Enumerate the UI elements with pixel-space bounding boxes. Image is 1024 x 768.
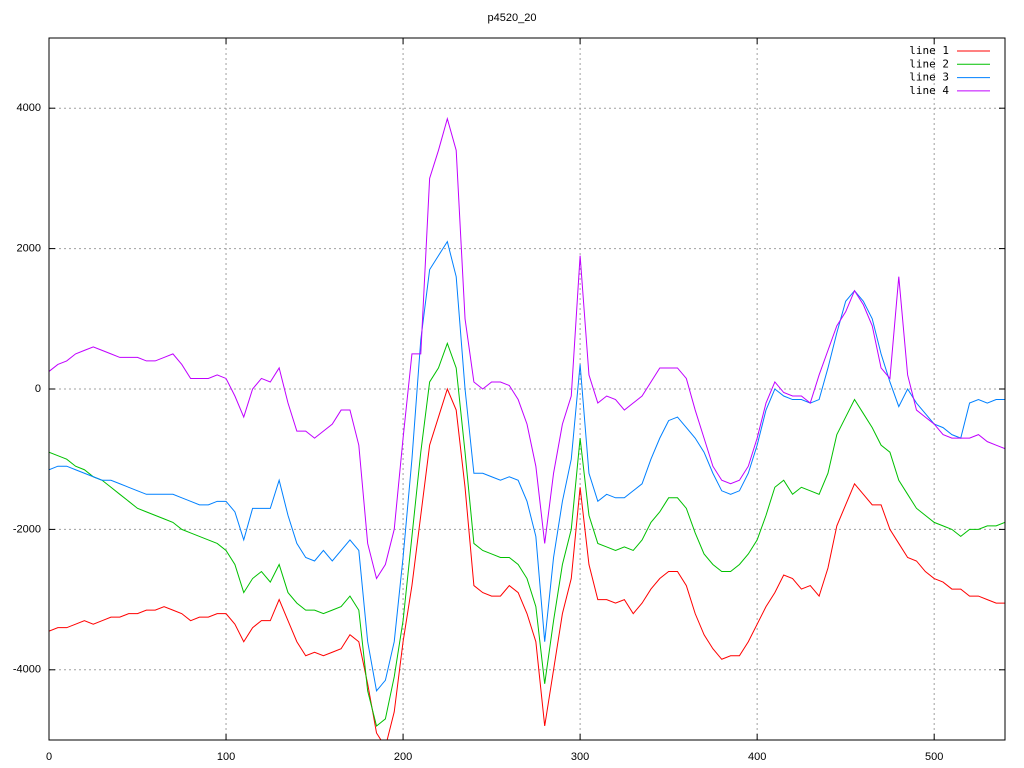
- series-line: [49, 387, 1005, 740]
- y-tick-label: -2000: [13, 523, 41, 535]
- x-tick-label: 500: [925, 751, 943, 763]
- x-tick-label: 0: [46, 751, 52, 763]
- series-line: [49, 341, 1005, 727]
- y-tick-label: 2000: [17, 243, 41, 255]
- y-tick-label: 0: [35, 383, 41, 395]
- plot-lines: [49, 116, 1005, 740]
- series-line: [49, 240, 1005, 692]
- y-tick-label: 4000: [17, 102, 41, 114]
- legend-label: line 1: [909, 44, 949, 57]
- legend-label: line 3: [909, 71, 949, 84]
- x-tick-label: 300: [571, 751, 589, 763]
- y-tick-label: -4000: [13, 664, 41, 676]
- legend-label: line 4: [909, 84, 949, 97]
- x-tick-label: 400: [748, 751, 766, 763]
- x-tick-label: 200: [394, 751, 412, 763]
- series-line: [49, 116, 1005, 580]
- plot-border: [48, 37, 1006, 741]
- x-tick-label: 100: [217, 751, 235, 763]
- chart-title: p4520_20: [488, 12, 537, 24]
- legend-label: line 2: [909, 57, 949, 70]
